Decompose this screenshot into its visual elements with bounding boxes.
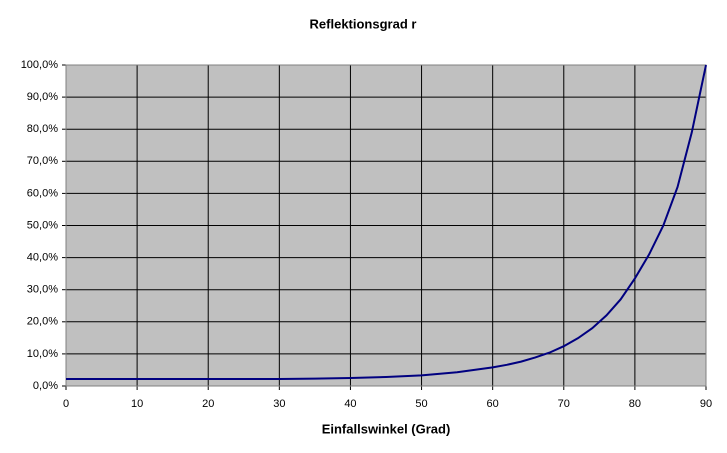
data-line [66, 64, 707, 380]
y-tick-label: 60,0% [27, 187, 58, 199]
x-tick-label: 40 [344, 398, 356, 410]
plot-frame [65, 64, 707, 387]
x-tick-label: 50 [415, 398, 427, 410]
x-tick-label: 20 [202, 398, 214, 410]
y-tick-label: 10,0% [27, 348, 58, 360]
y-tick-label: 40,0% [27, 252, 58, 264]
x-tick-label: 0 [63, 398, 69, 410]
x-tick-label: 80 [629, 398, 641, 410]
x-tick-label: 10 [131, 398, 143, 410]
y-tick-label: 20,0% [27, 316, 58, 328]
y-tick-label: 100,0% [21, 59, 59, 71]
x-tick-label: 90 [700, 398, 712, 410]
chart-title: Reflektionsgrad r [310, 16, 417, 31]
x-tick-label: 30 [273, 398, 285, 410]
y-tick-label: 30,0% [27, 284, 58, 296]
y-tick-label: 50,0% [27, 219, 58, 231]
x-tick-label: 60 [487, 398, 499, 410]
y-tick-label: 0,0% [33, 380, 58, 392]
y-tick-label: 70,0% [27, 155, 58, 167]
x-tick-label: 70 [558, 398, 570, 410]
y-tick-label: 90,0% [27, 91, 58, 103]
y-tick-label: 80,0% [27, 123, 58, 135]
x-axis-title: Einfallswinkel (Grad) [322, 421, 451, 436]
